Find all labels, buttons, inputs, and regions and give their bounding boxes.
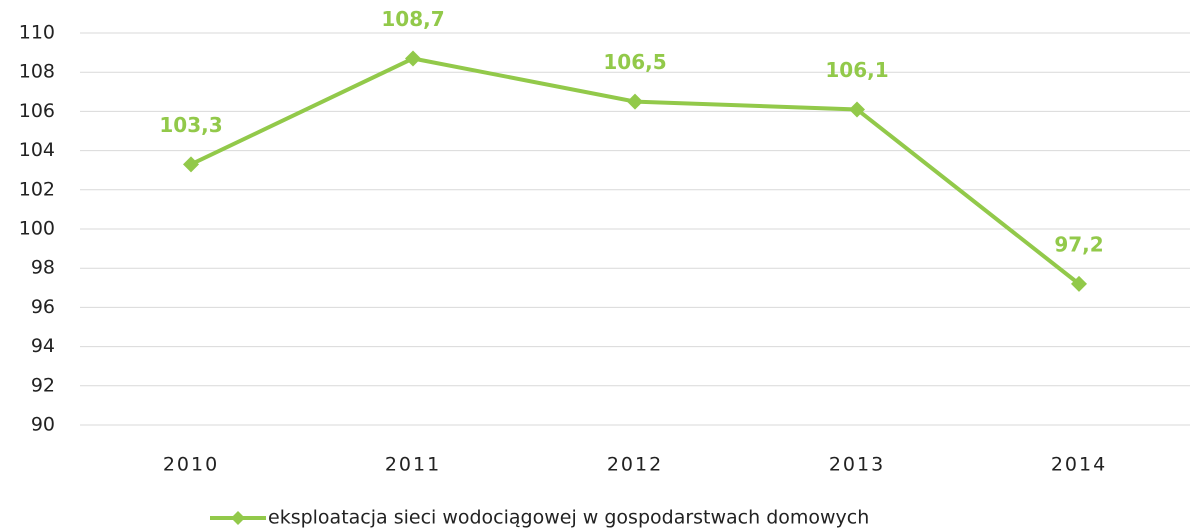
marker — [405, 50, 421, 67]
marker — [627, 93, 643, 110]
data-label: 106,5 — [603, 50, 666, 74]
data-label: 106,1 — [825, 58, 888, 82]
y-tick-label: 104 — [19, 139, 55, 161]
y-tick-label: 100 — [19, 218, 55, 240]
y-tick-label: 96 — [31, 296, 55, 318]
marker — [183, 156, 199, 173]
data-label: 103,3 — [159, 113, 222, 137]
x-tick-label: 2013 — [829, 454, 885, 476]
marker — [1071, 275, 1087, 292]
y-tick-label: 102 — [19, 178, 55, 200]
x-tick-label: 2010 — [163, 454, 219, 476]
data-label: 108,7 — [381, 7, 444, 31]
x-tick-label: 2014 — [1051, 454, 1107, 476]
y-tick-label: 90 — [31, 414, 55, 436]
data-label: 97,2 — [1054, 232, 1103, 256]
y-tick-label: 106 — [19, 100, 55, 122]
y-tick-label: 98 — [31, 257, 55, 279]
legend-label: eksploatacja sieci wodociągowej w gospod… — [268, 507, 869, 529]
y-tick-label: 92 — [31, 374, 55, 396]
y-tick-label: 110 — [19, 22, 55, 44]
x-tick-label: 2011 — [385, 454, 441, 476]
y-tick-label: 108 — [19, 61, 55, 83]
y-tick-label: 94 — [31, 335, 55, 357]
marker — [849, 101, 865, 118]
line — [190, 56, 1081, 286]
legend-marker — [231, 511, 245, 525]
x-tick-label: 2012 — [607, 454, 663, 476]
